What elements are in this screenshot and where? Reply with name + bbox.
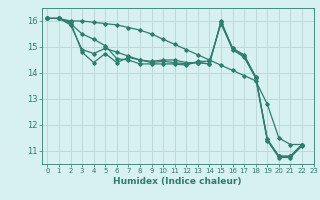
X-axis label: Humidex (Indice chaleur): Humidex (Indice chaleur) bbox=[113, 177, 242, 186]
